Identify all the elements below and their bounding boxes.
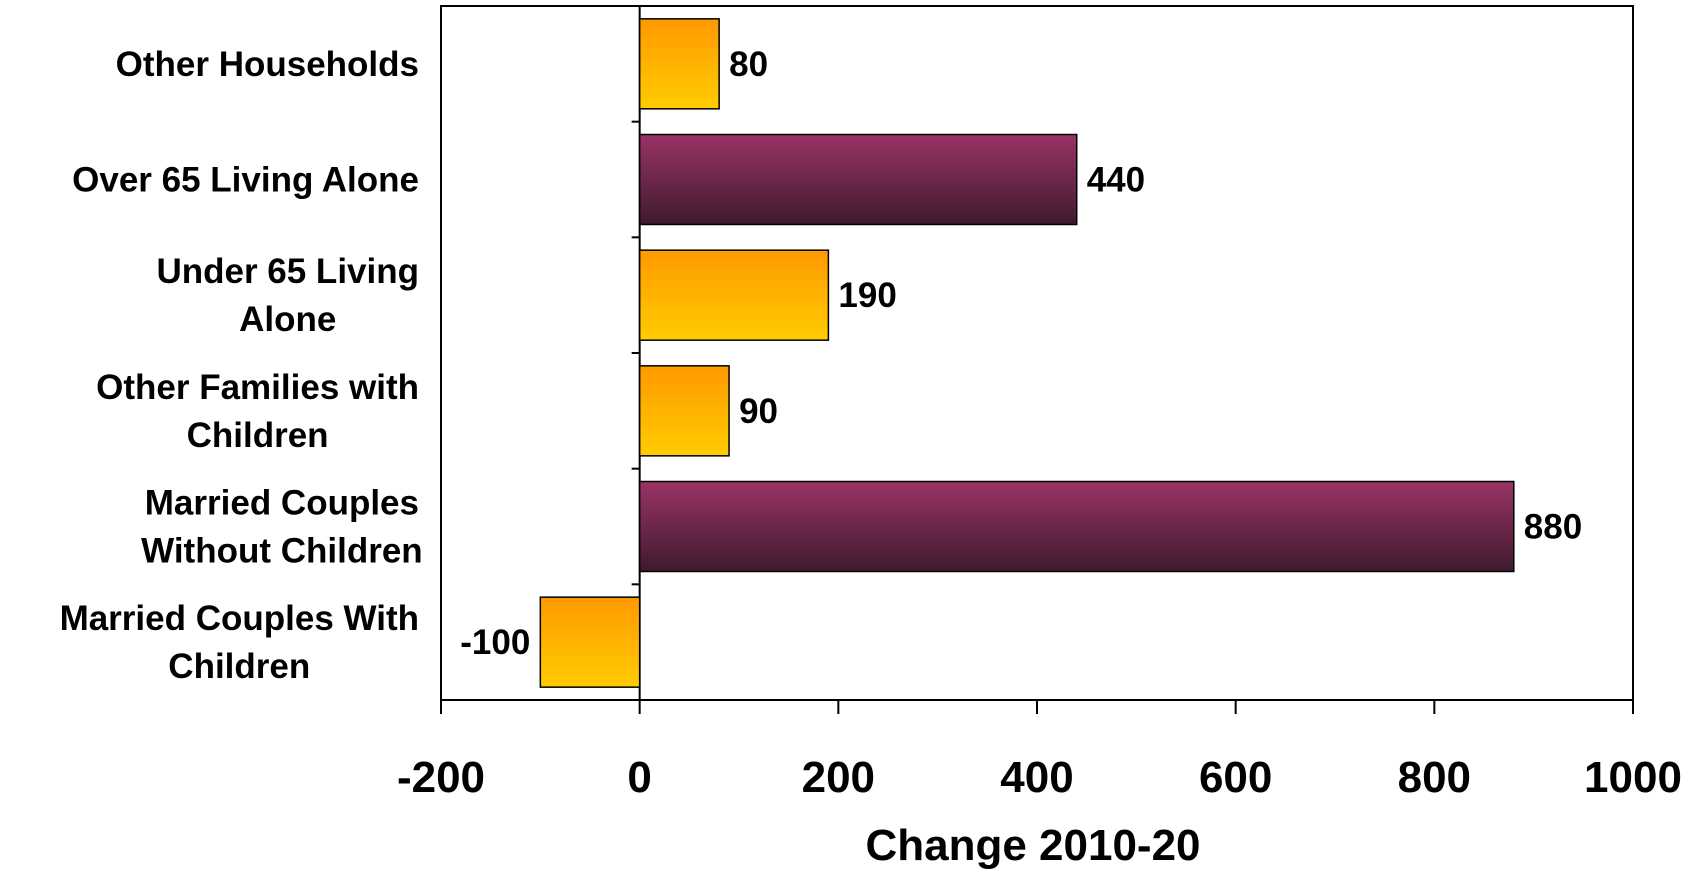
bar-value-label: 440 (1087, 161, 1145, 200)
bar-value-label: -100 (460, 623, 530, 662)
bar-value-label: 880 (1524, 508, 1582, 547)
category-label: Other Families with (96, 368, 419, 407)
x-axis-title: Change 2010-20 (865, 821, 1200, 870)
x-tick-label: 200 (802, 753, 875, 802)
bar (638, 133, 1078, 226)
plot-frame (440, 5, 1634, 701)
category-label: Married Couples (145, 484, 419, 523)
bar (638, 480, 1515, 573)
x-tick-label: 0 (627, 753, 651, 802)
category-label: Children (168, 647, 310, 686)
x-tick-label: -200 (397, 753, 485, 802)
category-label: Under 65 Living (156, 252, 419, 291)
x-tick-label: 400 (1000, 753, 1073, 802)
plot-area: -200 0 200 400 600 800 1000 80 Other Households 4… (60, 5, 1682, 802)
bar (638, 18, 720, 110)
category-label: Without Children (141, 532, 423, 571)
bar-value-label: 80 (729, 45, 768, 84)
x-tick-label: 600 (1199, 753, 1272, 802)
category-label: Children (187, 416, 329, 455)
bar (539, 596, 641, 688)
bar-value-label: 90 (739, 392, 778, 431)
x-tick-label: 1000 (1584, 753, 1682, 802)
bar (638, 365, 730, 457)
bar-value-label: 190 (838, 276, 896, 315)
category-label: Married Couples With (60, 599, 419, 638)
x-tick-label: 800 (1398, 753, 1471, 802)
category-label: Alone (239, 300, 336, 339)
category-label: Over 65 Living Alone (72, 161, 419, 200)
bar (638, 249, 830, 341)
category-label: Other Households (116, 45, 419, 84)
